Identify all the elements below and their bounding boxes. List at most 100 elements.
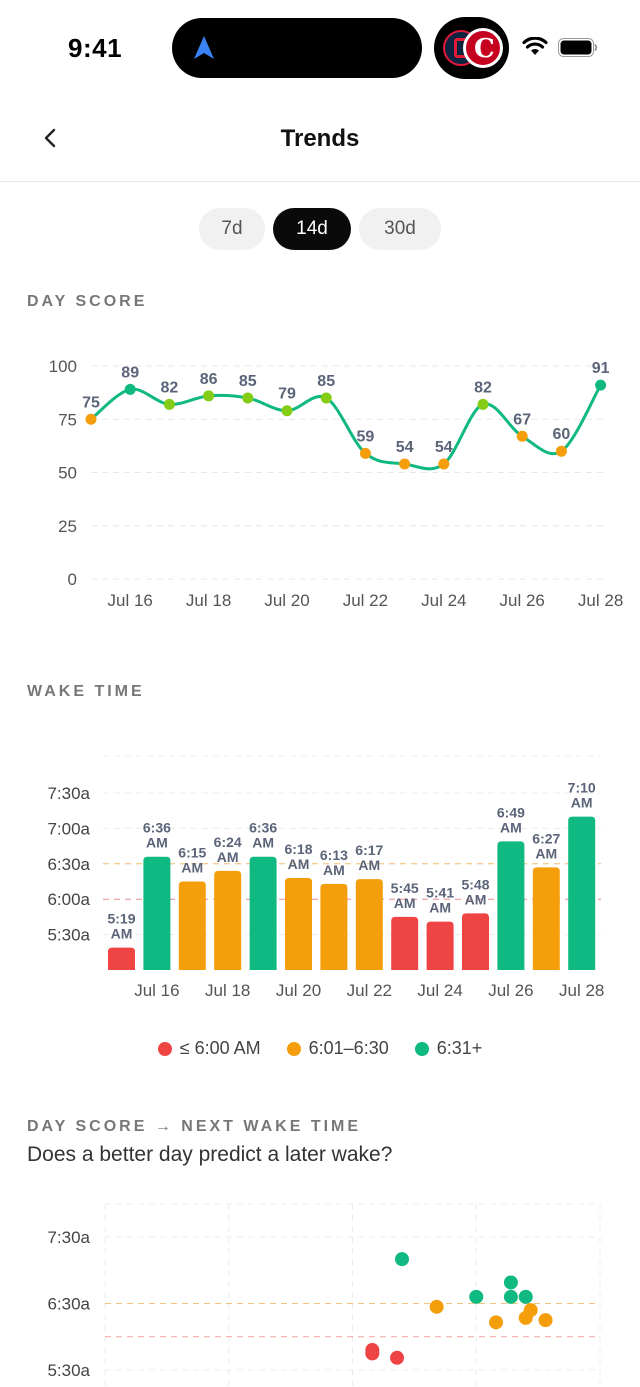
bar-value-label: 6:36 xyxy=(143,820,171,836)
x-tick-label: Jul 28 xyxy=(559,981,604,1000)
data-point xyxy=(203,390,215,402)
data-point xyxy=(399,458,411,470)
tab-7d[interactable]: 7d xyxy=(199,208,265,250)
bar xyxy=(143,856,171,970)
y-tick-label: 6:30a xyxy=(47,855,90,874)
bar xyxy=(497,841,525,970)
data-point xyxy=(359,447,371,459)
bar-value-label: AM xyxy=(288,856,310,872)
bar-value-label: 6:17 xyxy=(355,842,383,858)
data-label: 85 xyxy=(317,373,335,390)
data-label: 82 xyxy=(161,379,179,396)
correlation-scatter-chart: 7:30a 6:30a 5:30a xyxy=(47,1203,601,1387)
bar-value-label: AM xyxy=(181,860,203,876)
bar-value-label: 6:15 xyxy=(178,845,206,861)
data-label: 59 xyxy=(357,428,375,445)
legend-item: 6:31+ xyxy=(414,1038,483,1059)
scatter-point xyxy=(518,1289,533,1304)
data-point xyxy=(555,445,567,457)
x-tick-label: Jul 18 xyxy=(186,591,231,610)
legend-dot xyxy=(157,1041,172,1056)
data-point xyxy=(163,398,175,410)
bar-value-label: AM xyxy=(111,926,133,942)
x-tick-label: Jul 24 xyxy=(421,591,466,610)
data-point xyxy=(438,458,450,470)
bar xyxy=(178,881,206,970)
bar-value-label: AM xyxy=(394,895,416,911)
data-point xyxy=(320,392,332,404)
status-time: 9:41 xyxy=(68,33,123,63)
bar-value-label: 5:45 xyxy=(391,880,419,896)
team-logo-icon: C xyxy=(463,28,503,68)
dynamic-island[interactable] xyxy=(172,18,422,78)
y-tick-label: 75 xyxy=(58,410,77,429)
bar xyxy=(391,916,419,970)
legend-dot xyxy=(286,1041,301,1056)
y-tick-label: 50 xyxy=(58,464,77,483)
nav-header: Trends xyxy=(0,92,640,182)
tab-14d[interactable]: 14d xyxy=(273,208,351,250)
y-tick-label: 7:30a xyxy=(47,784,90,803)
y-tick-label: 6:30a xyxy=(47,1295,90,1314)
bar-value-label: 6:13 xyxy=(320,847,348,863)
data-point xyxy=(516,430,528,442)
data-point xyxy=(477,398,489,410)
bar xyxy=(355,879,383,970)
legend-item: 6:01–6:30 xyxy=(286,1038,389,1059)
live-activity-badge[interactable]: C xyxy=(434,17,509,79)
y-tick-label: 5:30a xyxy=(47,1361,90,1380)
y-tick-label: 100 xyxy=(49,357,77,376)
data-label: 60 xyxy=(553,426,571,443)
scatter-point xyxy=(429,1299,444,1314)
scatter-point xyxy=(538,1313,553,1328)
bar-value-label: 6:24 xyxy=(214,834,242,850)
y-tick-label: 7:30a xyxy=(47,1228,90,1247)
legend-label: ≤ 6:00 AM xyxy=(179,1038,261,1058)
data-label: 54 xyxy=(435,439,453,456)
x-tick-label: Jul 28 xyxy=(578,591,623,610)
status-bar: 9:41 C xyxy=(0,0,640,92)
bar-value-label: AM xyxy=(500,819,522,835)
legend-label: 6:31+ xyxy=(436,1038,483,1058)
scatter-point xyxy=(523,1303,538,1318)
data-label: 85 xyxy=(239,373,257,390)
x-tick-label: Jul 24 xyxy=(417,981,462,1000)
data-label: 79 xyxy=(278,386,296,403)
bar-value-label: AM xyxy=(429,900,451,916)
bar xyxy=(249,856,277,970)
x-tick-label: Jul 16 xyxy=(108,591,153,610)
bar xyxy=(532,867,560,970)
data-label: 67 xyxy=(513,411,531,428)
bar xyxy=(426,921,454,970)
page-title: Trends xyxy=(280,125,360,152)
bar xyxy=(462,913,489,970)
data-label: 75 xyxy=(82,394,100,411)
y-tick-label: 0 xyxy=(68,570,77,589)
bar-value-label: AM xyxy=(146,835,168,851)
navigation-arrow-icon xyxy=(194,36,214,59)
data-point xyxy=(124,383,136,395)
y-tick-label: 7:00a xyxy=(47,819,90,838)
x-tick-label: Jul 16 xyxy=(134,981,179,1000)
data-label: 82 xyxy=(474,379,492,396)
tab-30d[interactable]: 30d xyxy=(359,208,441,250)
bar-value-label: AM xyxy=(571,795,593,811)
legend-label: 6:01–6:30 xyxy=(308,1038,389,1058)
battery-icon xyxy=(558,38,598,57)
legend-dot xyxy=(414,1041,429,1056)
data-label: 86 xyxy=(200,371,218,388)
bar-value-label: AM xyxy=(217,849,239,865)
x-tick-label: Jul 22 xyxy=(343,591,388,610)
scatter-point xyxy=(395,1252,409,1267)
bar xyxy=(568,816,596,970)
day-score-label: DAY SCORE xyxy=(27,293,148,310)
back-button[interactable] xyxy=(30,118,70,158)
data-point xyxy=(281,405,293,417)
scatter-point xyxy=(469,1289,484,1304)
wake-time-label: WAKE TIME xyxy=(27,683,145,700)
bar-value-label: AM xyxy=(252,835,274,851)
y-tick-label: 25 xyxy=(58,517,77,536)
chevron-left-icon xyxy=(44,128,56,148)
legend-item: ≤ 6:00 AM xyxy=(157,1038,261,1059)
bar xyxy=(320,883,348,970)
